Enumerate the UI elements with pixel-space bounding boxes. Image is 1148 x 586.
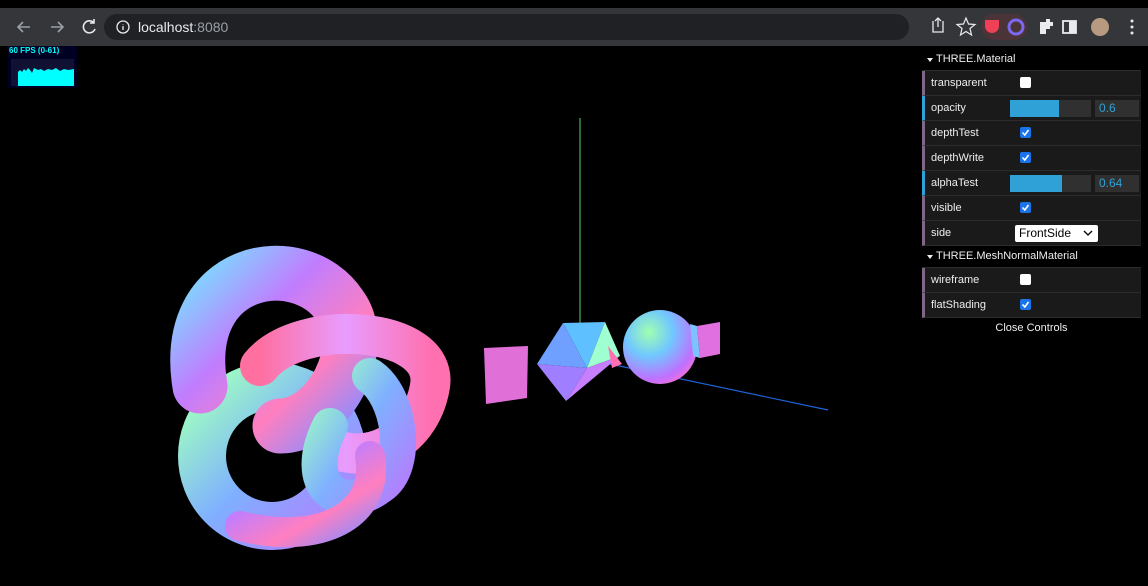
control-row: side FrontSide [922,221,1141,246]
folder-title[interactable]: THREE.Material [922,49,1141,71]
slider-fill [1010,175,1062,192]
close-controls-button[interactable]: Close Controls [922,318,1141,338]
control-row: transparent [922,71,1141,96]
chevron [1083,230,1093,236]
checkbox[interactable] [1020,152,1031,163]
checkbox[interactable] [1020,274,1031,285]
dat-gui-panel: THREE.Material transparent opacity 0.6 depth… [922,49,1141,338]
reload-button[interactable] [82,19,96,34]
control-name: side [931,227,952,239]
control-row: visible [922,196,1141,221]
url: localhost:8080 [138,19,228,35]
control-row: wireframe [922,268,1141,293]
color-extension-icon[interactable] [1007,18,1025,36]
checkbox[interactable] [1020,127,1031,138]
address-bar[interactable]: localhost:8080 [104,14,909,40]
checkbox[interactable] [1020,77,1031,88]
control-row: opacity 0.6 [922,96,1141,121]
control-name: transparent [931,77,987,89]
checkbox[interactable] [1020,202,1031,213]
forward-button[interactable] [51,21,65,33]
nav-buttons [16,19,96,34]
slider[interactable] [1010,100,1091,117]
url-host: localhost [138,19,194,35]
octahedron [537,322,620,401]
slider[interactable] [1010,175,1091,192]
select-box[interactable]: FrontSide [1015,225,1098,242]
checkbox[interactable] [1020,299,1031,310]
number-input[interactable]: 0.6 [1095,100,1139,117]
title-strip [0,0,1148,8]
control-row: depthWrite [922,146,1141,171]
info-icon [116,20,130,34]
browser-toolbar: localhost:8080 [0,8,1148,46]
control-name: depthWrite [931,152,984,164]
sphere [623,310,697,384]
small-tetrahedron [608,346,622,368]
fps-graph [11,59,74,86]
menu-icon[interactable] [1130,19,1134,23]
control-name: alphaTest [931,177,979,189]
extensions-icon[interactable] [1040,19,1053,34]
plane [484,346,528,404]
control-name: flatShading [931,299,987,311]
bookmark-icon[interactable] [955,16,977,37]
control-row: alphaTest 0.64 [922,171,1141,196]
share-icon[interactable] [932,17,944,33]
url-port: :8080 [193,19,229,35]
slider-fill [1010,100,1059,117]
number-input[interactable]: 0.64 [1095,175,1139,192]
fps-label: 60 FPS (0-61) [9,46,60,55]
control-name: visible [931,202,962,214]
pocket-icon[interactable] [985,20,999,33]
folder-title[interactable]: THREE.MeshNormalMaterial [922,246,1141,268]
back-button[interactable] [16,21,30,33]
control-row: depthTest [922,121,1141,146]
profile-avatar[interactable] [1091,18,1109,36]
toolbar-icons [932,14,1134,40]
torus-knot [170,245,451,550]
select-value: FrontSide [1019,226,1072,240]
control-name: depthTest [931,127,979,139]
webgl-scene [170,118,829,550]
cube [690,322,720,358]
control-name: opacity [931,102,966,114]
control-name: wireframe [931,274,980,286]
control-row: flatShading [922,293,1141,318]
fps-stats[interactable]: 60 FPS (0-61) [8,46,77,88]
